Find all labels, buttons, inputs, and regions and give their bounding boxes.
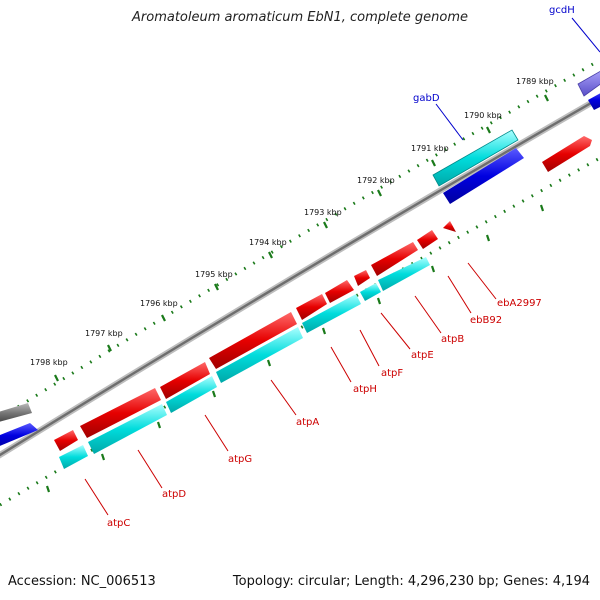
major-tick: [321, 327, 327, 335]
leader-atpA: [270, 379, 297, 416]
gene-ebB92: [417, 230, 438, 249]
leader-atpD: [137, 449, 163, 489]
gene-atpB-red: [371, 242, 418, 276]
major-tick: [430, 265, 436, 273]
gene-label: atpB: [441, 334, 464, 345]
leader-atpH: [330, 346, 352, 383]
major-tick: [377, 189, 382, 197]
backbone: [0, 94, 600, 459]
kbp-label: 1798 kbp: [30, 358, 68, 367]
forward-genes: [54, 221, 456, 451]
leader-ebB92: [447, 275, 472, 314]
kbp-label: 1794 kbp: [249, 238, 287, 247]
major-tick: [376, 297, 382, 305]
gene-grey-left: [0, 403, 32, 422]
gene-label: ebA2997: [497, 298, 542, 309]
gene-atpC-red: [54, 430, 78, 451]
kbp-label: 1797 kbp: [85, 329, 123, 338]
gene-gcdH-blue: [588, 93, 600, 110]
major-tick: [100, 453, 106, 461]
kbp-label: 1791 kbp: [411, 144, 449, 153]
gene-gcdH-purple: [577, 70, 600, 97]
gene-label: ebB92: [470, 315, 502, 326]
major-tick: [266, 359, 272, 367]
leader-ebA2997: [467, 262, 497, 300]
gene-atpA-red: [209, 312, 297, 369]
gene-label: atpF: [381, 368, 403, 379]
gene-atpB-cyan: [378, 257, 430, 291]
gene-label: atpG: [228, 454, 252, 465]
label-leaders-blue: [435, 17, 600, 141]
gene-atpF-red: [325, 280, 354, 303]
major-tick: [156, 421, 162, 429]
kbp-label: 1796 kbp: [140, 299, 178, 308]
gene-atpD-cyan: [88, 404, 167, 454]
inner-tick-ring: [0, 156, 600, 507]
label-leaders-red: [84, 262, 497, 516]
gene-atpH-cyan: [302, 294, 361, 333]
kbp-label: 1795 kbp: [195, 270, 233, 279]
gene-atpC-cyan: [59, 445, 88, 469]
major-ticks: [45, 94, 549, 493]
leader-atpF: [359, 329, 380, 367]
gene-ebA2997: [443, 221, 456, 232]
kbp-label: 1793 kbp: [304, 208, 342, 217]
gene-forward-red: [542, 136, 592, 172]
major-tick: [431, 159, 436, 167]
gene-label: atpH: [353, 384, 377, 395]
kbp-label: 1789 kbp: [516, 77, 554, 86]
reverse-genes: [59, 257, 430, 469]
gene-atpE-cyan: [360, 283, 381, 301]
accession-text: Accession: NC_006513: [8, 574, 156, 589]
major-tick: [45, 485, 51, 493]
gene-atpA-cyan: [216, 327, 303, 383]
gene-label: atpA: [296, 417, 319, 428]
gene-label: atpD: [162, 489, 186, 500]
genes-upper-right: [432, 70, 600, 204]
major-tick: [323, 221, 328, 229]
gene-label: gcdH: [549, 5, 575, 16]
kbp-label: 1792 kbp: [357, 176, 395, 185]
kbp-label: 1790 kbp: [464, 111, 502, 120]
major-tick: [539, 204, 545, 212]
gene-atpG-red: [160, 362, 210, 399]
gene-atpH-red: [296, 294, 327, 320]
major-tick: [485, 234, 491, 242]
major-tick: [486, 126, 491, 134]
major-tick: [211, 390, 217, 398]
gene-gabD-blue: [443, 148, 524, 204]
major-tick: [54, 374, 59, 382]
leader-atpC: [84, 478, 109, 516]
major-tick: [107, 344, 112, 352]
gene-label: atpC: [107, 518, 130, 529]
leader-gcdH: [571, 17, 600, 53]
major-tick: [161, 314, 166, 322]
gene-gabD-cyan: [432, 129, 519, 187]
gene-atpE-red: [354, 270, 370, 286]
leader-atpG: [204, 414, 229, 452]
topology-text: Topology: circular; Length: 4,296,230 bp…: [232, 574, 590, 589]
gene-label: atpE: [411, 350, 434, 361]
gene-labels: gcdH gabD ebA2997 ebB92 atpB atpE atpF a…: [107, 5, 575, 529]
gene-atpG-cyan: [166, 376, 217, 413]
gene-label: gabD: [413, 93, 440, 104]
gene-blue-left: [0, 423, 38, 446]
major-tick: [544, 94, 549, 102]
outer-tick-ring: [0, 58, 600, 420]
leader-atpB: [414, 295, 442, 334]
gene-atpD-red: [80, 388, 161, 438]
genome-title: Aromatoleum aromaticum EbN1, complete ge…: [132, 10, 468, 25]
major-tick: [214, 283, 219, 291]
kbp-labels: 1789 kbp 1790 kbp 1791 kbp 1792 kbp 1793…: [30, 77, 554, 367]
leader-gabD: [435, 103, 464, 141]
leader-atpE: [380, 312, 411, 350]
genes-left-edge: [0, 403, 38, 446]
major-tick: [268, 251, 273, 259]
